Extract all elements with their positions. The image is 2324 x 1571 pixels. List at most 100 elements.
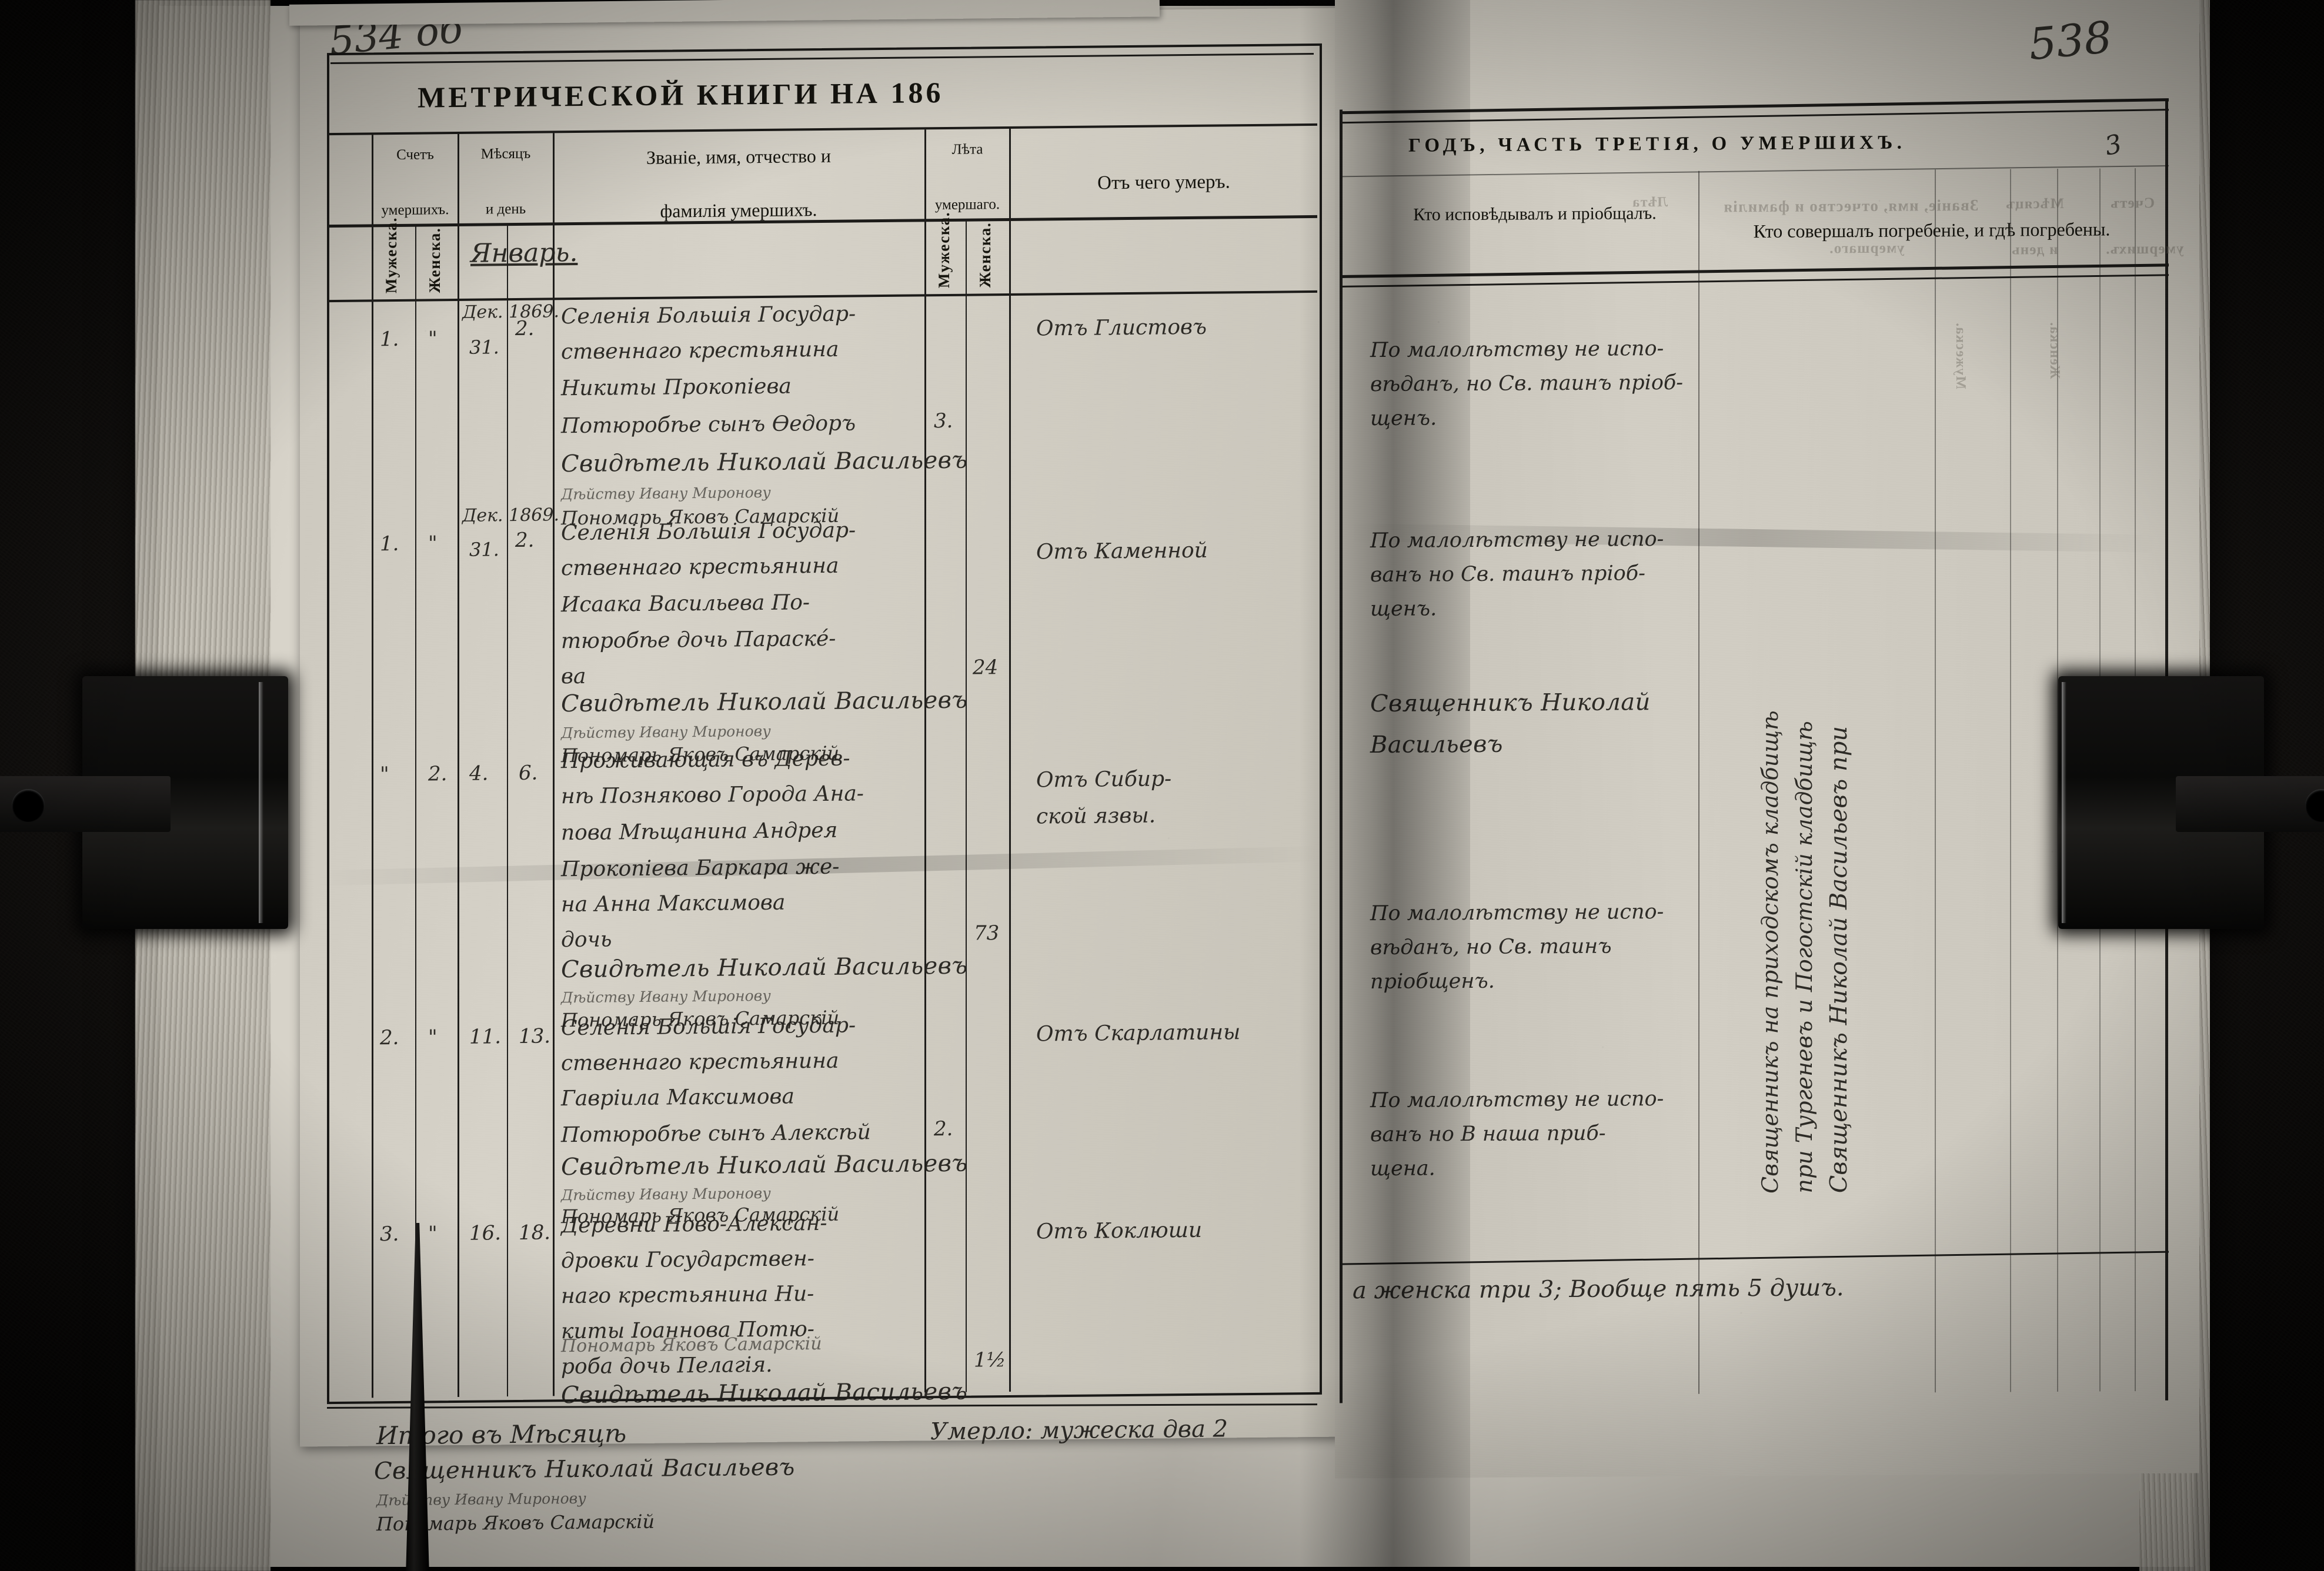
right-col-rule-2 xyxy=(1935,169,1936,1393)
colhead-date-l1: Мѣсяцъ xyxy=(480,145,531,162)
title-pen-mark: 3 xyxy=(2102,129,2125,162)
entry-3-age-male: 2. xyxy=(934,1117,953,1141)
entry-4-name-1: дровки Государствен- xyxy=(561,1246,814,1273)
col-rule-2b xyxy=(507,225,508,1397)
page-title-right: ГОДЪ, ЧАСТЬ ТРЕТІЯ, О УМЕРШИХЪ. xyxy=(1408,132,1906,156)
entry-2-name-1: нѣ Позняково Города Ана- xyxy=(561,781,864,809)
col-rule-1 xyxy=(372,135,373,1398)
entry-3-note: Дѣйству Ивану Миронову xyxy=(561,1184,771,1204)
entry-4-no-male: 3. xyxy=(380,1222,399,1246)
entry-2-cause-1: ской язвы. xyxy=(1036,803,1156,829)
colhead-name-l2: фамилія умершихъ. xyxy=(660,199,817,222)
ghost-header-leta: Лѣта xyxy=(1632,195,1668,210)
entry-1-name-3: тюробѣе дочь Параскé- xyxy=(561,626,836,654)
entry-3-no-female: " xyxy=(428,1025,438,1049)
entry-1-no-male: 1. xyxy=(380,532,399,556)
entry-4-name-4: роба дочь Пелагія. xyxy=(561,1352,773,1379)
col-rule-4b xyxy=(966,220,967,1392)
entry-3-name-3: Потюробѣе сынъ Алексѣй xyxy=(561,1120,871,1148)
entry-1-name-1: ственнаго крестьянина xyxy=(561,553,839,581)
colhead-cause: Отъ чего умеръ. xyxy=(1097,171,1230,194)
colhead-count: Счетъ умершихъ. xyxy=(374,145,456,220)
entry-0-day: 31. xyxy=(469,336,499,359)
ghost-header-umershih: умершихъ. xyxy=(2105,240,2184,258)
entry-1-name-4: ва xyxy=(561,664,586,689)
burial-vertical-2: Священникъ на приходскомъ кладбищѣ xyxy=(1757,710,1783,1194)
entry-3-month: 11. xyxy=(469,1025,502,1049)
entry-0-no-male: 1. xyxy=(380,327,399,352)
entry-2-month: 4. xyxy=(469,761,489,785)
ghost-header-iden: и день xyxy=(2011,241,2058,258)
ghost-header-month: Мѣсяцъ xyxy=(2005,195,2064,212)
entry-0-note: Дѣйству Ивану Миронову xyxy=(561,483,771,503)
colhead-burial: Кто совершалъ погребеніе, и гдѣ погребен… xyxy=(1753,218,2111,242)
ghost-header-count: Счетъ xyxy=(2110,195,2155,212)
right-col-rule-3 xyxy=(2010,169,2011,1392)
colhead-age: Лѣта умершаго. xyxy=(926,139,1009,215)
entry-1-name-2: Исаака Васильева По- xyxy=(561,590,810,617)
entry-0-witness: Свидѣтель Николай Васильевъ xyxy=(561,446,968,478)
summary-right: Умерло: мужеска два 2 xyxy=(930,1415,1228,1446)
folio-number-right: 538 xyxy=(2026,12,2114,71)
entry-2-name-4: на Анна Максимова xyxy=(561,890,786,917)
entry-3-witness: Свидѣтель Николай Васильевъ xyxy=(561,1149,968,1181)
colhead-name-l1: Званіе, имя, отчество и xyxy=(646,145,832,168)
subhead-count-male: Мужеска. xyxy=(382,216,400,294)
entry-4-name-2: наго крестьянина Ни- xyxy=(561,1282,814,1309)
entry-3-name-1: ственнаго крестьянина xyxy=(561,1048,839,1076)
subhead-count-female: Женска. xyxy=(426,227,443,293)
open-book: 534 об МЕТРИЧЕСКОЙ КНИГИ НА 186 Счетъ ум xyxy=(135,0,2210,1571)
summary-signature: Священникъ Николай Васильевъ xyxy=(374,1453,795,1485)
entry-0-name-2: Никиты Прокопіева xyxy=(561,374,792,401)
entry-4-day: 18. xyxy=(519,1221,551,1245)
col-rule-2 xyxy=(458,133,459,1397)
entry-1-name-0: Селенія Большія Государ- xyxy=(561,518,856,546)
burial-vertical-0: Священникъ Николай Васильевъ при xyxy=(1825,726,1852,1194)
entry-2-name-5: дочь xyxy=(561,927,612,952)
book-weight-clip-right[interactable] xyxy=(2058,676,2324,929)
entry-1-no-female: " xyxy=(428,532,438,556)
entry-0-age-male: 3. xyxy=(934,409,953,433)
entry-0-no-female: " xyxy=(428,327,438,351)
ghost-subheader-male: Мужеска. xyxy=(1953,322,1968,389)
ghost-subheader-female: Женска. xyxy=(2047,321,2062,379)
entry-0-name-1: ственнаго крестьянина xyxy=(561,337,839,365)
colhead-date-l2: и день xyxy=(485,200,526,218)
page-title-left: МЕТРИЧЕСКОЙ КНИГИ НА 186 xyxy=(418,76,944,114)
clip-arm-right xyxy=(2176,776,2324,832)
colhead-name: Званіе, имя, отчество и фамилія умершихъ… xyxy=(556,142,921,225)
entry-0-cause: Отъ Глистовъ xyxy=(1036,315,1207,341)
entry-4-month: 16. xyxy=(469,1221,502,1245)
colhead-date: Мѣсяцъ и день xyxy=(460,143,552,219)
subhead-age-male: Мужеска. xyxy=(935,211,953,289)
entry-1-witness: Свидѣтель Николай Васильевъ xyxy=(561,686,968,718)
entry-0-name-0: Селенія Большія Государ- xyxy=(561,302,856,329)
entry-3-day: 13. xyxy=(519,1024,551,1048)
entry-2-age-female: 73 xyxy=(974,921,1000,945)
entry-3-no-male: 2. xyxy=(380,1025,399,1050)
entry-1-month: Дек. 1869. xyxy=(462,504,560,526)
entry-4-witness: Свидѣтель Николай Васильевъ xyxy=(561,1378,968,1409)
colhead-age-l1: Лѣта xyxy=(951,141,983,158)
ghost-header-umershago: умершаго. xyxy=(1829,240,1905,257)
col-rule-4 xyxy=(924,129,926,1393)
entry-1-note: Дѣйству Ивану Миронову xyxy=(561,722,771,742)
col-rule-1b xyxy=(415,226,416,1398)
burial-vertical-1: при Тургеневъ и Погостскій кладбищѣ xyxy=(1791,721,1817,1194)
book-weight-clip-left[interactable] xyxy=(0,676,288,929)
entry-2-name-2: пова Мѣщанина Андрея xyxy=(561,818,838,845)
entry-2-day: 6. xyxy=(519,761,538,785)
entry-3-cause: Отъ Скарлатины xyxy=(1036,1020,1241,1047)
entry-3-name-2: Гавріила Максимова xyxy=(561,1084,794,1111)
col-rule-5 xyxy=(1009,128,1011,1392)
clip-gloss-right xyxy=(2062,682,2066,923)
entry-2-note: Дѣйству Ивану Миронову xyxy=(561,987,771,1007)
summary-prev-sexton: Пономарь Яковъ Самарскій xyxy=(561,1333,822,1357)
entry-2-name-0: Проживающая въ Дерев- xyxy=(561,746,850,774)
entry-1-age-female: 24 xyxy=(973,656,999,680)
entry-0-month: Дек. 1869. xyxy=(462,301,560,323)
ghost-header-name: Званіе, имя, отчество и фамилія xyxy=(1723,196,1979,216)
entry-2-no-male: " xyxy=(380,763,389,787)
entry-1-day: 31. xyxy=(469,538,499,561)
